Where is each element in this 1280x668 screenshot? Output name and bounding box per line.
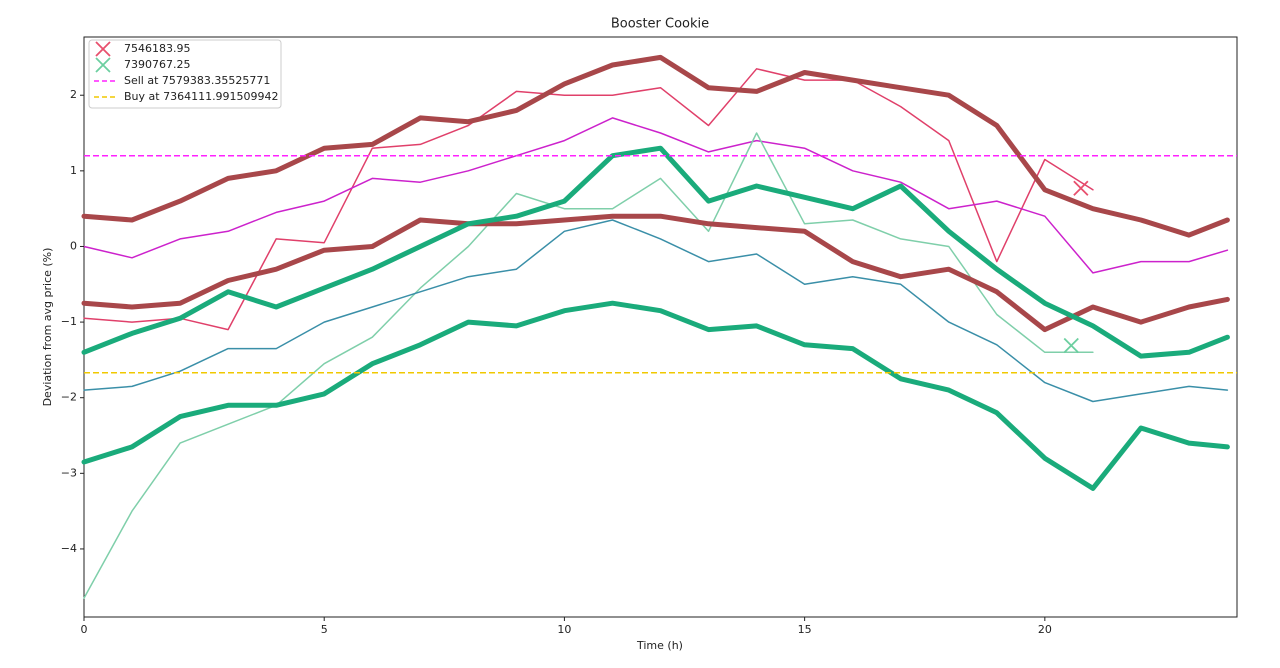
series-line <box>83 68 1094 331</box>
y-tick-label: 1 <box>70 164 77 177</box>
x-tick-label: 20 <box>1038 623 1052 636</box>
series-line <box>83 117 1229 274</box>
series-line <box>83 132 1094 599</box>
plot-frame <box>83 36 1238 618</box>
x-tick-label: 0 <box>81 623 88 636</box>
x-tick-label: 15 <box>798 623 812 636</box>
legend-label: Sell at 7579383.35525771 <box>124 74 270 87</box>
series-line <box>81 213 1230 333</box>
series-line <box>81 300 1230 491</box>
y-tick-label: −2 <box>61 391 77 404</box>
legend: 7546183.95 7390767.25 Sell at 7579383.3552… <box>88 39 282 109</box>
legend-symbol <box>95 57 111 73</box>
legend-label: 7546183.95 <box>124 42 190 55</box>
y-tick-label: −3 <box>61 466 77 479</box>
x-axis-label: Time (h) <box>636 639 683 652</box>
point-marker <box>1073 180 1089 196</box>
series-line <box>81 54 1230 238</box>
legend-box <box>88 39 282 109</box>
x-tick-label: 5 <box>321 623 328 636</box>
series-line <box>81 145 1230 359</box>
y-tick-label: −4 <box>61 542 77 555</box>
y-tick-label: −1 <box>61 315 77 328</box>
y-tick-label: 0 <box>70 239 77 252</box>
legend-label: Buy at 7364111.991509942 <box>124 90 279 103</box>
y-axis-label: Deviation from avg price (%) <box>41 248 54 407</box>
lines <box>81 54 1237 599</box>
legend-label: 7390767.25 <box>124 58 190 71</box>
legend-symbol <box>95 41 111 57</box>
y-tick-label: 2 <box>70 88 77 101</box>
point-marker <box>1063 337 1079 354</box>
series-line <box>83 219 1229 403</box>
chart-title: Booster Cookie <box>611 17 709 32</box>
x-tick-label: 10 <box>557 623 571 636</box>
